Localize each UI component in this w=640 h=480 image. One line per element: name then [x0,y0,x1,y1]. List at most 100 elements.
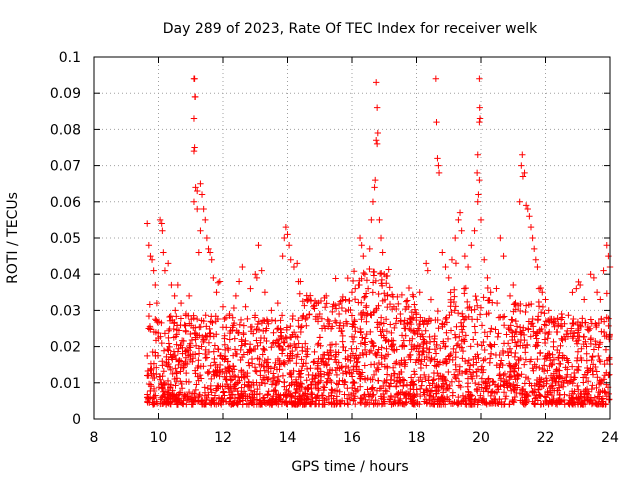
data-point [528,382,535,389]
data-point [511,372,518,379]
data-point [372,277,380,285]
data-point [230,372,238,380]
y-tick-label: 0.06 [50,195,81,211]
data-point [382,352,390,360]
data-point [288,381,295,388]
data-point [336,388,343,395]
data-point [599,395,607,402]
data-point [272,359,279,367]
data-point [435,372,443,380]
data-point [377,234,385,242]
data-point [440,340,447,347]
x-tick-label: 10 [150,430,168,446]
data-point [287,322,294,330]
data-point [383,345,390,352]
data-point [375,321,383,328]
data-point [512,317,520,325]
data-point [521,380,529,387]
data-point [239,263,246,271]
data-point [218,395,226,403]
data-point [451,286,458,293]
data-point [159,384,166,391]
data-point [361,401,369,408]
data-point [588,385,595,393]
data-point [399,376,407,383]
data-point [467,397,474,405]
data-point [148,256,156,263]
data-point [197,323,204,331]
data-point [154,329,162,337]
data-point [279,372,287,379]
data-point [542,374,550,382]
data-point [451,293,458,300]
data-point [254,342,261,349]
data-point [302,340,309,347]
data-point [461,285,468,292]
data-point [431,345,439,353]
data-point [246,346,254,354]
data-point [422,260,430,267]
data-point [535,386,542,394]
data-point [146,301,154,308]
data-point [247,285,254,292]
data-point [360,269,367,277]
data-point [278,398,286,406]
data-point [522,308,529,316]
data-point [546,397,553,404]
data-point [447,327,455,334]
data-point [259,317,267,324]
data-point [323,361,331,368]
data-point [221,341,229,348]
data-point [236,377,243,384]
data-point [423,353,430,361]
data-point [369,339,376,346]
data-point [367,328,374,336]
data-point [247,398,255,406]
data-point [391,324,398,332]
data-point [500,388,508,396]
data-point [400,337,407,344]
data-point [566,378,574,386]
data-point [431,335,438,343]
data-point [375,359,383,367]
data-point [175,391,182,398]
data-point [605,322,612,330]
data-point [374,129,381,137]
data-point [369,198,377,205]
data-point [364,374,371,382]
data-point [311,348,318,356]
data-point [493,362,500,369]
data-point [407,374,415,381]
data-point [167,381,175,388]
data-point [532,256,540,263]
data-point [279,252,286,260]
data-point [475,354,482,362]
data-point [565,312,572,319]
data-point [211,342,219,349]
data-point [400,391,408,398]
data-point [487,350,495,357]
data-point [299,363,306,370]
data-point [534,263,541,271]
data-point [485,309,492,317]
data-point [411,306,419,313]
data-point [298,356,305,363]
data-point [417,385,424,393]
data-point [358,275,365,282]
data-point [584,378,592,385]
data-point [381,290,388,297]
data-point [464,263,472,271]
data-point [363,277,371,284]
data-point [339,343,347,351]
data-point [583,350,590,357]
data-point [221,392,228,399]
data-point [425,315,433,322]
data-point [324,316,331,323]
y-tick-label: 0.1 [59,50,81,66]
data-point [473,302,481,309]
data-point [371,360,378,368]
data-point [270,329,277,336]
data-point [374,364,381,372]
data-point [185,352,192,359]
data-point [579,319,586,326]
